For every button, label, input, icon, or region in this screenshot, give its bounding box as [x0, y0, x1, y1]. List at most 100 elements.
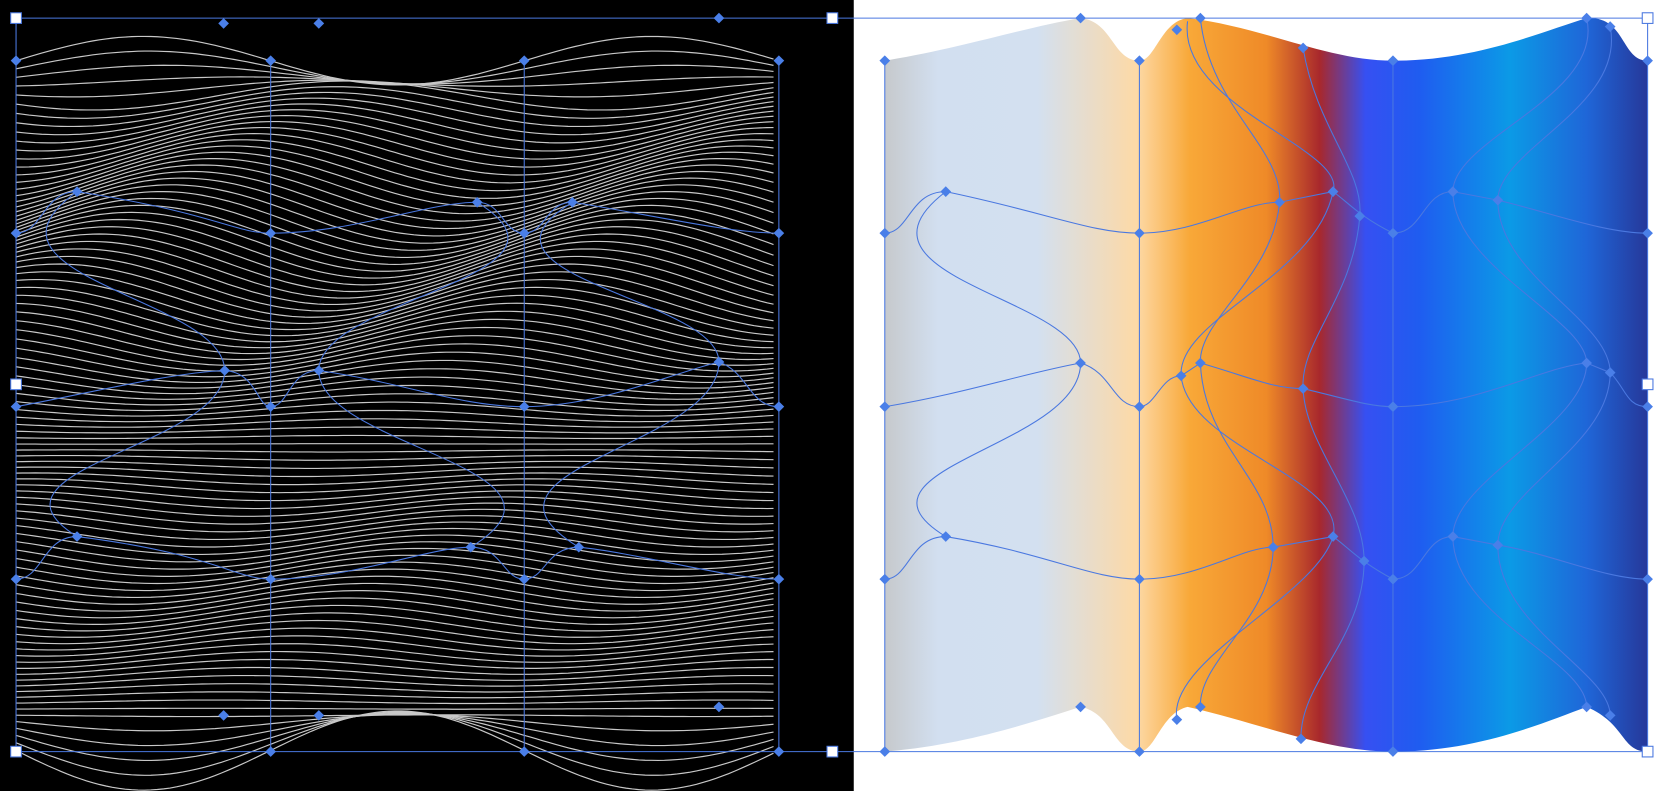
- anchor: [1604, 367, 1616, 378]
- warp-line: [15, 590, 774, 619]
- warp-line: [15, 612, 774, 638]
- warp-line: [15, 211, 774, 272]
- handle: [10, 12, 22, 24]
- anchor: [1195, 357, 1206, 369]
- warp-line: [16, 643, 774, 663]
- anchor: [879, 227, 891, 239]
- warp-line: [16, 302, 774, 349]
- anchor: [1171, 24, 1183, 36]
- anchor: [471, 196, 483, 208]
- handle: [10, 745, 22, 758]
- warp-line: [16, 126, 774, 176]
- warp-line: [15, 164, 774, 222]
- anchor: [1075, 701, 1086, 713]
- warp-line: [15, 233, 774, 293]
- mesh-line: [16, 536, 779, 580]
- anchor: [313, 18, 325, 29]
- warp-line: [16, 502, 774, 525]
- warp-line: [15, 170, 774, 230]
- warp-line: [15, 575, 774, 605]
- warp-line: [15, 97, 774, 136]
- anchor: [879, 746, 891, 757]
- anchor: [1447, 186, 1459, 197]
- warp-line: [15, 582, 774, 612]
- warp-line: [15, 204, 774, 266]
- warp-line: [15, 343, 774, 378]
- warp-line: [15, 515, 774, 541]
- anchor: [773, 573, 785, 585]
- warp-line: [15, 151, 774, 207]
- anchor: [773, 401, 785, 413]
- warp-line: [16, 666, 774, 681]
- warp-line: [15, 240, 774, 299]
- mesh-line: [15, 361, 779, 408]
- anchor: [10, 227, 22, 239]
- selection-handles: [10, 12, 1654, 758]
- warp-line: [15, 711, 774, 776]
- anchor: [1642, 227, 1653, 239]
- warp-line: [15, 177, 774, 237]
- anchor: [1581, 701, 1592, 713]
- warp-line: [16, 286, 774, 337]
- warp-line: [15, 197, 774, 259]
- warp-line: [16, 619, 774, 645]
- anchor: [1274, 196, 1285, 208]
- warp-line: [15, 554, 774, 585]
- anchor: [713, 12, 725, 24]
- warp-line: [15, 103, 774, 144]
- anchor: [713, 356, 725, 368]
- warp-line: [15, 218, 774, 279]
- anchor: [518, 401, 530, 413]
- anchor: [313, 365, 325, 376]
- warp-line: [16, 115, 774, 160]
- warp-line: [15, 547, 774, 577]
- warp-line: [15, 310, 774, 355]
- warp-line: [16, 278, 774, 331]
- warp-line: [15, 527, 774, 556]
- anchor: [1134, 746, 1145, 757]
- warp-line: [15, 713, 774, 747]
- anchor: [71, 186, 83, 197]
- warp-line: [15, 521, 774, 548]
- handle: [826, 745, 839, 758]
- anchor: [1134, 401, 1145, 413]
- handle: [1641, 12, 1654, 24]
- warp-line: [15, 351, 774, 383]
- warp-line: [15, 191, 774, 251]
- warp-line: [15, 712, 774, 762]
- warp-line: [15, 145, 774, 199]
- anchor: [265, 55, 277, 67]
- warp-line: [15, 86, 774, 119]
- warp-line: [15, 401, 774, 417]
- gradient-mesh: [884, 18, 1648, 752]
- warp-line: [16, 496, 774, 517]
- handle: [826, 12, 839, 24]
- warp-line: [15, 368, 774, 395]
- anchor: [773, 746, 785, 757]
- warp-line: [15, 35, 774, 86]
- warp-line: [16, 658, 774, 675]
- warp-line: [15, 359, 774, 389]
- warp-line: [15, 226, 774, 286]
- anchor: [573, 541, 585, 553]
- warp-line: [15, 326, 774, 366]
- anchor: [1581, 357, 1592, 369]
- anchor: [1075, 12, 1086, 24]
- warp-line: [15, 255, 774, 312]
- anchor: [1387, 227, 1399, 239]
- warp-line: [15, 568, 774, 599]
- mesh-line: [16, 191, 779, 234]
- warp-line: [15, 710, 774, 791]
- anchor: [1387, 401, 1399, 413]
- anchor: [879, 401, 891, 413]
- warp-line: [15, 335, 774, 372]
- anchor: [1604, 21, 1616, 32]
- warp-line: [15, 139, 774, 192]
- anchor: [1267, 541, 1279, 553]
- anchor: [1642, 573, 1653, 585]
- warp-line: [16, 434, 774, 440]
- warp-line: [15, 376, 774, 400]
- anchor: [567, 196, 578, 208]
- anchor: [1297, 42, 1309, 54]
